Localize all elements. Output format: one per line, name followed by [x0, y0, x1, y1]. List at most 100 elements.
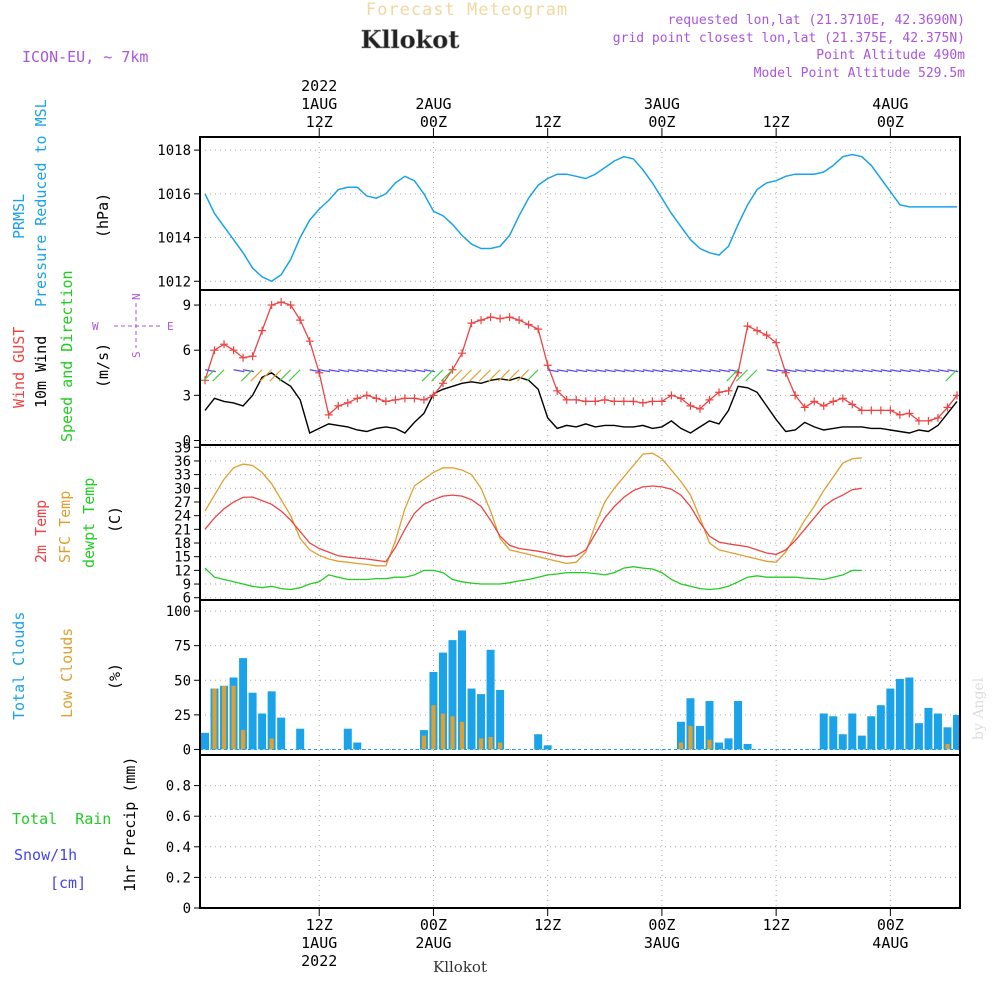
total-clouds-label: Total Clouds	[10, 612, 28, 720]
wind-direction-arrow	[661, 369, 673, 373]
compass-east: E	[167, 320, 174, 333]
wind-direction-arrow	[414, 369, 426, 373]
total-clouds-bar	[905, 677, 914, 750]
total-clouds-bar	[695, 725, 704, 750]
compass-west: W	[92, 320, 99, 333]
total-clouds-bar	[686, 698, 695, 750]
total-clouds-bar	[448, 640, 457, 750]
gust-point	[600, 395, 609, 404]
gust-point	[267, 301, 276, 310]
compass-south: S	[130, 351, 143, 358]
wind-direction-arrow	[357, 369, 369, 373]
total-clouds-bar	[743, 743, 752, 750]
total-clouds-bar	[838, 734, 847, 750]
wind-10m-label: 10m Wind	[32, 336, 50, 408]
gust-markers	[201, 298, 961, 425]
wind-direction-arrow	[259, 369, 273, 382]
temp-unit: (C)	[106, 506, 124, 533]
precip-ytick-label: 0.6	[166, 809, 191, 825]
gust-point	[791, 391, 800, 400]
bottom-time-label: 2022	[301, 952, 337, 970]
wind-direction-arrow	[728, 369, 740, 373]
wind-direction-arrow	[680, 369, 692, 373]
temp-ytick-label: 30	[174, 481, 191, 497]
top-time-label: 00Z	[877, 113, 904, 131]
wind-direction-arrow	[890, 369, 902, 373]
gust-point	[686, 401, 695, 410]
gust-point	[705, 395, 714, 404]
bottom-time-label: 00Z	[648, 916, 675, 934]
sfc-temp-line	[204, 452, 862, 567]
total-clouds-bar	[534, 734, 543, 750]
model-altitude: Model Point Altitude 529.5m	[754, 66, 965, 81]
plot-area: 1012101410161018036969121518212427303336…	[157, 128, 961, 917]
wind-direction-arrow	[212, 369, 225, 382]
wind-direction-arrow	[233, 369, 245, 373]
gust-point	[819, 401, 828, 410]
wind-direction-arrow	[497, 369, 511, 382]
temp-dewpt-label: dewpt Temp	[80, 478, 98, 568]
gust-point	[695, 404, 704, 413]
total-clouds-bar	[343, 728, 352, 750]
wind-direction-arrow	[614, 369, 626, 373]
gust-point	[867, 406, 876, 415]
pressure-label-prmsl: PRMSL	[10, 194, 28, 239]
total-clouds-bar	[201, 732, 209, 750]
precip-frame	[199, 754, 961, 909]
gust-point	[334, 401, 343, 410]
temp-ytick-label: 9	[183, 577, 191, 593]
wind-direction-arrow	[338, 369, 350, 373]
gust-point	[210, 346, 219, 355]
top-time-label: 4AUG	[872, 95, 908, 113]
wind-direction-arrow	[576, 369, 588, 373]
gust-point	[914, 416, 923, 425]
wind-direction-arrow	[269, 369, 282, 382]
temp-panel-labels: 2m Temp SFC Temp dewpt Temp (C)	[32, 478, 124, 568]
gust-point	[676, 394, 685, 403]
wind-direction-arrow	[469, 369, 482, 382]
total-clouds-bar	[277, 717, 286, 750]
low-clouds-bar	[212, 688, 217, 750]
gust-point	[638, 398, 647, 407]
total-clouds-bar	[496, 689, 505, 750]
low-clouds-bar	[945, 743, 950, 750]
wind-direction-arrow	[450, 369, 463, 382]
temp-ytick-label: 18	[174, 536, 191, 552]
wind-direction-arrow	[842, 369, 854, 373]
clouds-panel-labels: Total Clouds Low Clouds (%)	[10, 612, 124, 720]
gust-point	[772, 338, 781, 347]
wind-direction-arrow	[880, 369, 892, 373]
total-clouds-bar	[258, 713, 267, 750]
wind-direction-arrow	[204, 369, 216, 373]
gust-point	[258, 326, 267, 335]
gust-point	[657, 397, 666, 406]
wind-panel-labels: Wind GUST 10m Wind Speed and Direction (…	[10, 270, 174, 442]
gust-point	[933, 413, 942, 422]
snow-unit-label: [cm]	[50, 874, 86, 892]
bottom-time-label: 00Z	[420, 916, 447, 934]
wind-direction-arrow	[395, 369, 407, 373]
precip-ytick-label: 0.4	[166, 840, 191, 856]
gust-point	[943, 403, 952, 412]
wind-direction-arrow	[328, 369, 340, 373]
top-time-label: 00Z	[648, 113, 675, 131]
dewpt-line	[204, 566, 862, 591]
total-clouds-bar	[895, 678, 904, 750]
gust-point	[448, 365, 457, 374]
gust-point	[201, 376, 209, 385]
clouds-ytick-label: 100	[166, 604, 191, 620]
wind-direction-arrow	[288, 369, 301, 382]
temp-ytick-label: 15	[174, 550, 191, 566]
top-time-label: 12Z	[306, 113, 333, 131]
wind-frame	[199, 289, 961, 446]
gust-point	[229, 346, 238, 355]
low-clouds-bar	[678, 742, 684, 750]
wind-direction-arrow	[766, 369, 778, 373]
gust-point	[905, 409, 914, 418]
temp-2m-label: 2m Temp	[32, 500, 50, 563]
pressure-panel-labels: PRMSL Pressure Reduced to MSL (hPa)	[10, 99, 112, 307]
low-clouds-bar	[269, 738, 274, 750]
point-altitude: Point Altitude 490m	[816, 48, 965, 63]
gust-point	[876, 406, 885, 415]
wind-direction-arrow	[871, 369, 883, 373]
